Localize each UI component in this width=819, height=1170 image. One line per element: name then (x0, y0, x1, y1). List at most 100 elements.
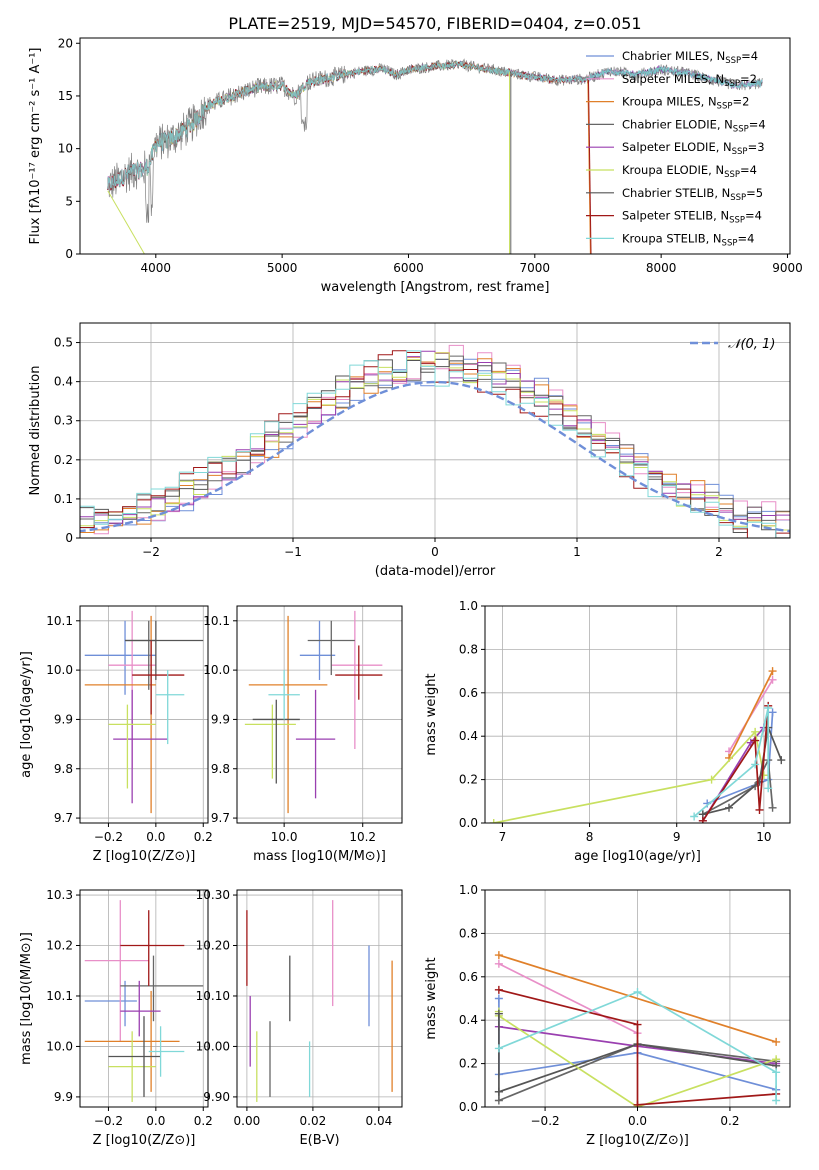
y-tick-label: 0 (65, 247, 73, 261)
model-cutoff (587, 80, 591, 254)
x-tick-label: 0.0 (146, 830, 165, 844)
panel-weight-vs-age: 7 8 9 10 0.0 0.2 0.4 0.6 0.8 1.0 age [log10(age/yr… (424, 599, 791, 864)
weight-marker (772, 1068, 781, 1077)
y-tick-label: 20 (58, 36, 73, 50)
error-cross (295, 689, 336, 799)
y-tick-label: 1.0 (459, 599, 478, 613)
x-tick-label: 8 (586, 830, 594, 844)
y-tick-label: 9.8 (211, 762, 230, 776)
weight-marker (725, 803, 733, 812)
error-cross (84, 980, 137, 1027)
weight-marker (768, 803, 777, 812)
legend-entry: Chabrier STELIB, NSSP=5 (622, 186, 763, 203)
y-tick-label: 10.1 (46, 614, 73, 628)
axes-frame (79, 37, 791, 255)
plot-area (107, 58, 763, 254)
y-tick-label: 10.3 (46, 888, 73, 902)
panel-age-vs-mass: 10.0 10.2 9.7 9.8 9.9 10.0 10.1 mass [log10(M/M… (203, 605, 403, 864)
x-tick-label: 7000 (520, 261, 551, 275)
y-axis-label: Flux [fλ10⁻¹⁷ erg cm⁻² s⁻¹ A⁻¹] (28, 48, 43, 245)
x-tick-label: 2 (715, 545, 723, 559)
y-tick-label: 0.4 (459, 1013, 478, 1027)
weight-marker (751, 736, 760, 745)
x-tick-label: 5000 (267, 261, 298, 275)
x-axis-label: Z [log10(Z/Z⊙)] (93, 1133, 196, 1148)
figure-title: PLATE=2519, MJD=54570, FIBERID=0404, z=0… (228, 14, 641, 33)
normal-reference-curve (80, 380, 790, 533)
y-tick-label: 10.00 (196, 1039, 230, 1053)
x-tick-label: −2 (142, 545, 160, 559)
y-tick-label: 10.0 (46, 1039, 73, 1053)
x-tick-label: 10.2 (349, 830, 376, 844)
y-axis-label: mass [log10(M/M⊙)] (19, 932, 34, 1065)
axes-frame (484, 605, 791, 824)
x-axis-label: Z [log10(Z/Z⊙)] (586, 1133, 689, 1148)
legend-entry: Salpeter STELIB, NSSP=4 (622, 209, 762, 226)
panel-spectrum: Chabrier MILES, NSSP=4 Salpeter MILES, NS… (28, 36, 803, 295)
weight-marker (764, 703, 773, 712)
y-tick-label: 0.1 (54, 492, 73, 506)
legend-entry: Kroupa MILES, NSSP=2 (622, 95, 749, 112)
y-tick-label: 9.9 (211, 712, 230, 726)
y-tick-label: 1.0 (459, 883, 478, 897)
weight-marker (772, 1037, 781, 1046)
y-axis-label: mass weight (424, 673, 439, 755)
x-tick-label: 0.0 (146, 1114, 165, 1128)
x-tick-label: 9 (673, 830, 681, 844)
error-cross (120, 980, 161, 1037)
y-tick-label: 10.10 (196, 989, 230, 1003)
error-cross (108, 1016, 161, 1097)
x-tick-label: 0.02 (300, 1114, 327, 1128)
weight-marker (690, 812, 699, 821)
error-cross (335, 645, 383, 700)
plot-area (84, 900, 204, 1102)
x-axis-label: Z [log10(Z/Z⊙)] (93, 849, 196, 864)
axes-frame (236, 605, 403, 824)
x-tick-label: 8000 (646, 261, 677, 275)
weight-marker (751, 760, 760, 769)
plot-area (246, 900, 393, 1102)
y-tick-label: 0.6 (459, 970, 478, 984)
legend-entry: 𝒩(0, 1) (728, 337, 775, 352)
weight-marker (707, 775, 716, 784)
y-tick-label: 0.0 (459, 1100, 478, 1114)
weight-marker (768, 667, 777, 676)
y-tick-label: 10.1 (203, 614, 230, 628)
y-tick-label: 10.0 (46, 663, 73, 677)
weight-line (498, 988, 777, 1106)
plot-area (80, 344, 790, 538)
y-tick-label: 0.5 (54, 336, 73, 350)
legend-entry: Chabrier MILES, NSSP=4 (622, 49, 758, 66)
y-tick-label: 0.2 (459, 773, 478, 787)
y-tick-label: 0.4 (459, 729, 478, 743)
y-tick-label: 0.2 (459, 1057, 478, 1071)
y-tick-label: 10 (58, 142, 73, 156)
error-cross (307, 620, 355, 676)
weight-marker (494, 951, 503, 960)
model-cutoff (587, 80, 592, 254)
x-tick-label: 10.0 (271, 830, 298, 844)
y-tick-label: 9.7 (211, 811, 230, 825)
weight-line (498, 954, 777, 1043)
weight-line (498, 963, 638, 1034)
legend-entry: Kroupa STELIB, NSSP=4 (622, 231, 754, 248)
plot-area (244, 610, 383, 814)
y-tick-label: 10.2 (46, 939, 73, 953)
error-cross (299, 620, 336, 680)
plot-area (494, 951, 781, 1107)
x-axis-label: E(B-V) (299, 1133, 339, 1148)
weight-marker (755, 805, 764, 814)
legend-entry: Chabrier ELODIE, NSSP=4 (622, 117, 766, 134)
y-tick-label: 0.8 (459, 642, 478, 656)
model-spectrum (107, 61, 590, 191)
y-tick-label: 10.1 (46, 989, 73, 1003)
x-axis-label: mass [log10(M/M⊙)] (253, 849, 386, 864)
error-cross (132, 640, 185, 715)
weight-marker (494, 959, 503, 968)
y-tick-label: 9.8 (54, 762, 73, 776)
weight-line (498, 1043, 777, 1102)
y-axis-label: mass weight (424, 957, 439, 1039)
y-tick-label: 10.0 (203, 663, 230, 677)
axes-frame (79, 889, 209, 1108)
